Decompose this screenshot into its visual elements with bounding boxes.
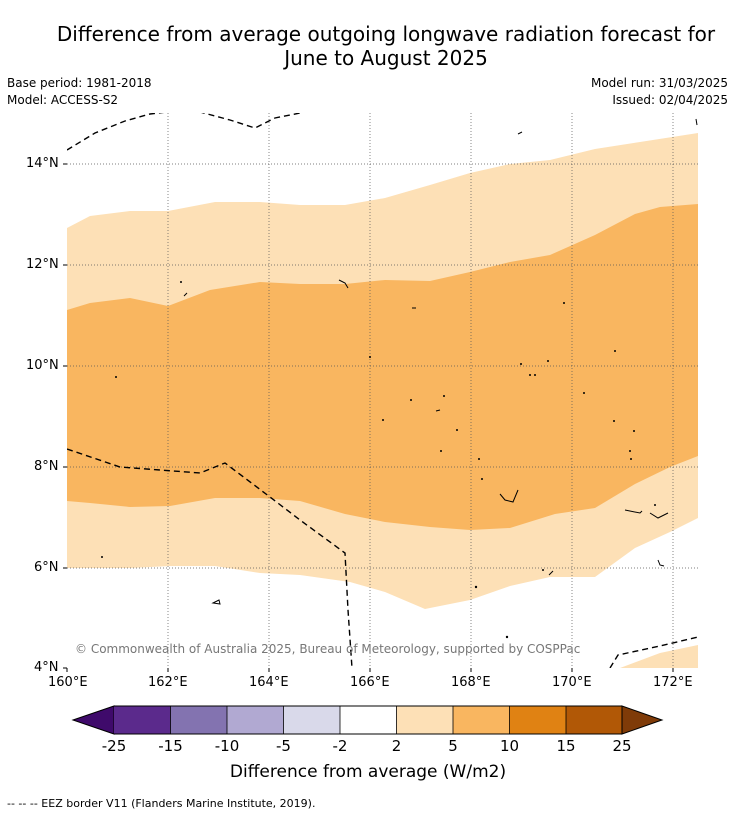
eez-borders <box>67 113 698 668</box>
lon-label-164e: 164°E <box>249 675 289 690</box>
colorbar-tick-label: 10 <box>499 737 520 755</box>
map-area: © Commonwealth of Australia 2025, Bureau… <box>67 113 698 668</box>
anomaly-band-south <box>620 645 698 668</box>
lat-label-4n: 4°N <box>34 660 59 675</box>
lat-label-10n: 10°N <box>26 358 59 373</box>
lon-label-168e: 168°E <box>451 675 491 690</box>
colorbar-segment <box>509 706 566 734</box>
copyright-notice: © Commonwealth of Australia 2025, Bureau… <box>75 642 580 656</box>
colorbar-tick-label: -15 <box>158 737 183 755</box>
lat-label-14n: 14°N <box>26 156 59 171</box>
colorbar-segment <box>453 706 510 734</box>
colorbar-tick-label: 15 <box>556 737 576 755</box>
colorbar-segment <box>396 706 453 734</box>
axis-ticks <box>63 163 674 672</box>
colorbar-segment <box>340 706 397 734</box>
island-outlines <box>183 118 698 605</box>
colorbar-title: Difference from average (W/m2) <box>229 762 507 782</box>
colorbar-segment <box>566 706 622 734</box>
colorbar-tick-label: -10 <box>214 737 240 755</box>
colorbar-extend-high <box>621 705 664 735</box>
small-islands <box>101 281 656 639</box>
lat-label-12n: 12°N <box>26 257 59 272</box>
anomaly-band-mid <box>67 204 698 530</box>
grid-lines <box>67 113 698 668</box>
colorbar <box>71 705 664 735</box>
colorbar-segment <box>114 706 171 734</box>
colorbar-tick-label: 5 <box>448 737 458 755</box>
lat-label-6n: 6°N <box>34 560 59 575</box>
map-title: Difference from average outgoing longwav… <box>0 22 736 70</box>
model-name: Model: ACCESS-S2 <box>7 93 119 107</box>
lon-label-170e: 170°E <box>552 675 592 690</box>
meta-right: Model run: 31/03/2025 Issued: 02/04/2025 <box>591 75 728 109</box>
issued-date: Issued: 02/04/2025 <box>612 93 728 107</box>
colorbar-tick-label: 2 <box>391 737 402 755</box>
meta-left: Base period: 1981-2018 Model: ACCESS-S2 <box>7 75 152 109</box>
colorbar-extend-low <box>71 705 115 735</box>
colorbar-segment <box>227 706 284 734</box>
colorbar-segment <box>170 706 227 734</box>
colorbar-tick-label: 25 <box>612 737 632 755</box>
lon-label-162e: 162°E <box>148 675 188 690</box>
lon-label-172e: 172°E <box>653 675 693 690</box>
model-run: Model run: 31/03/2025 <box>590 76 728 90</box>
lon-label-160e: 160°E <box>48 675 88 690</box>
colorbar-tick-label: -25 <box>101 737 127 755</box>
colorbar-tick-label: -2 <box>332 737 348 755</box>
lon-label-166e: 166°E <box>350 675 390 690</box>
title-line-1: Difference from average outgoing longwav… <box>56 22 716 46</box>
base-period: Base period: 1981-2018 <box>7 76 152 90</box>
title-line-2: June to August 2025 <box>284 46 488 70</box>
colorbar-tick-label: -5 <box>276 737 291 755</box>
eez-legend: -- -- -- EEZ border V11 (Flanders Marine… <box>7 797 316 810</box>
lat-label-8n: 8°N <box>34 459 59 474</box>
colorbar-segment <box>283 706 340 734</box>
